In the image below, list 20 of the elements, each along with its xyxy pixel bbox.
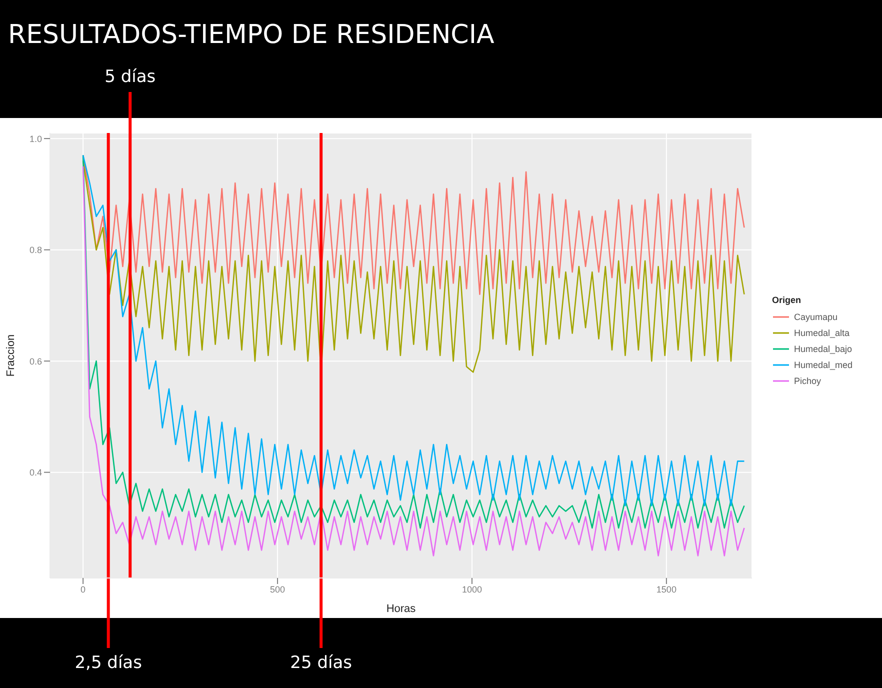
legend-label: Cayumapu	[794, 312, 838, 322]
legend-label: Humedal_bajo	[794, 344, 852, 354]
y-tick-label: 0.4	[29, 468, 42, 478]
x-axis-title: Horas	[386, 603, 416, 615]
y-tick-label: 0.8	[29, 245, 42, 256]
y-axis-title: Fraccion	[4, 334, 17, 377]
y-tick-label: 0.6	[29, 356, 42, 366]
x-tick-label: 0	[80, 584, 86, 594]
ref-line-label: 25 días	[290, 653, 352, 673]
legend-label: Humedal_alta	[794, 328, 850, 338]
legend-label: Pichoy	[794, 376, 822, 386]
x-tick-label: 1000	[462, 584, 482, 594]
y-tick-label: 1.0	[29, 134, 42, 144]
legend-label: Humedal_med	[794, 360, 853, 370]
x-tick-label: 500	[270, 584, 286, 594]
ref-line-label: 5 días	[104, 67, 156, 87]
x-tick-label: 1500	[656, 584, 676, 594]
ref-line-label: 2,5 días	[74, 653, 142, 673]
legend-title: Origen	[772, 295, 802, 305]
chart-title: RESULTADOS-TIEMPO DE RESIDENCIA	[8, 20, 494, 50]
